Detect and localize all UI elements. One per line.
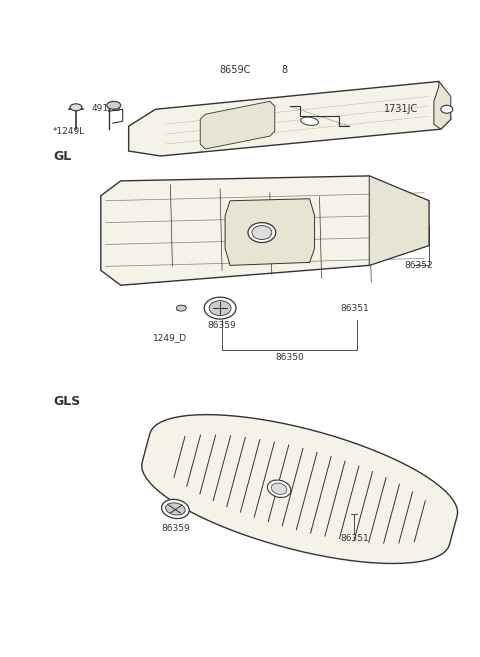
Ellipse shape [107,101,120,109]
Ellipse shape [271,483,287,494]
Ellipse shape [176,305,186,311]
Text: GL: GL [53,150,72,162]
Polygon shape [434,81,451,129]
Text: *1249L: *1249L [53,127,85,135]
Polygon shape [225,199,314,265]
Ellipse shape [267,480,291,497]
Text: 86351: 86351 [340,534,369,543]
Polygon shape [101,176,429,285]
Polygon shape [369,176,429,265]
Text: 86359: 86359 [208,321,237,330]
Ellipse shape [248,223,276,242]
Ellipse shape [166,503,185,515]
Text: 1731JC: 1731JC [384,104,419,114]
Text: 86350: 86350 [276,353,304,362]
Text: 491AB: 491AB [91,104,120,113]
Text: 86352: 86352 [404,261,432,270]
Ellipse shape [441,105,453,113]
Text: 1249_D: 1249_D [153,334,188,342]
Text: 86351: 86351 [340,304,369,313]
Text: 8659C: 8659C [219,64,251,74]
Text: 86359: 86359 [161,524,190,533]
Text: GLS: GLS [53,395,80,408]
Polygon shape [142,415,457,564]
Ellipse shape [204,297,236,319]
Ellipse shape [252,225,272,240]
Polygon shape [200,101,275,149]
Ellipse shape [162,499,189,518]
Polygon shape [129,81,451,156]
Ellipse shape [209,301,231,315]
Ellipse shape [300,117,318,125]
Ellipse shape [70,104,82,111]
Text: 8: 8 [282,64,288,74]
